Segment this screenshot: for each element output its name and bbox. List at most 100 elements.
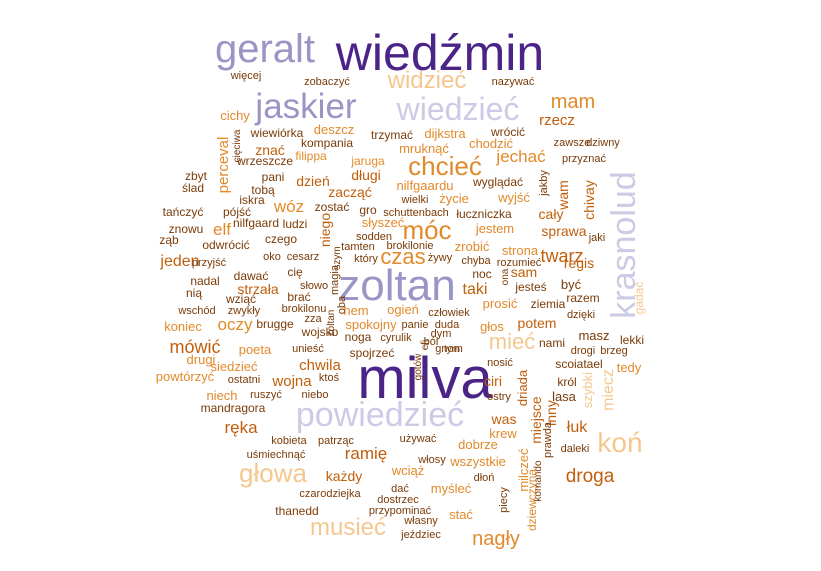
cloud-word: łuk [567,419,588,436]
cloud-word: droga [566,466,615,487]
cloud-word: wóz [273,197,304,216]
cloud-word: razem [566,291,599,305]
cloud-word: wojsko [301,325,339,339]
cloud-word: nadal [190,274,219,288]
cloud-word: przypominać [369,505,432,517]
cloud-word: czarodziejka [299,488,361,500]
cloud-word: trzymać [371,128,413,142]
cloud-word: mieć [489,329,535,354]
cloud-word: daleki [561,443,590,455]
cloud-word: nilfgaardu [396,178,453,193]
cloud-word: zoltan [326,310,337,337]
cloud-word: chyba [461,255,491,267]
cloud-word: kompania [301,136,353,150]
cloud-word: jestem [475,221,514,236]
cloud-word: zrobić [455,239,490,254]
cloud-word: czego [265,232,297,246]
cloud-word: lekki [620,333,644,347]
cloud-word: masz [578,328,609,343]
cloud-word: mandragora [201,401,266,415]
cloud-word: mówić [169,337,220,357]
cloud-word: tobą [251,183,275,197]
cloud-word: siedzieć [211,359,258,374]
cloud-word: kobieta [271,435,307,447]
cloud-word: znowu [169,222,204,236]
cloud-word: zbyt [185,169,208,183]
cloud-word: życie [439,191,469,206]
cloud-word: zoltan [338,261,455,310]
cloud-word: sprawa [541,223,586,239]
cloud-word: przyznać [562,153,607,165]
cloud-word: brokilonie [386,240,433,252]
cloud-word: sodden [356,231,392,243]
cloud-word: niebo [302,389,329,401]
cloud-word: ostry [487,391,511,403]
cloud-word: cięciwa [232,129,243,162]
cloud-word: dostrzec [377,494,419,506]
cloud-word: dawać [234,269,269,283]
cloud-word: hem [343,303,368,318]
cloud-word: schuttenbach [383,207,448,219]
cloud-word: cesarz [287,251,319,263]
cloud-word: pójść [223,205,251,219]
cloud-word: sam [511,264,537,280]
cloud-word: strona [502,243,539,258]
cloud-word: gadać [632,282,646,315]
cloud-word: wyglądać [472,175,523,189]
cloud-word: dym [431,328,452,340]
cloud-word: brać [287,290,310,304]
cloud-word: elf [213,220,231,239]
cloud-word: wrzeszcze [236,154,293,168]
cloud-word: twarz [540,246,583,266]
cloud-word: jaruga [350,154,385,168]
cloud-word: szym [332,246,343,269]
cloud-word: musieć [310,514,386,541]
cloud-word: cię [287,265,303,279]
cloud-word: spokojny [345,317,397,332]
cloud-word: nią [186,286,202,300]
cloud-word: wziąć [225,292,256,306]
cloud-word: który [354,253,378,265]
cloud-word: magia [329,264,341,295]
cloud-word: ona [500,268,511,285]
cloud-word: lasa [552,389,577,404]
cloud-word: regis [564,255,594,271]
cloud-word: jeździec [400,529,441,541]
cloud-word: geralt [215,27,315,71]
cloud-word: jechać [495,147,546,166]
cloud-word: dłoń [474,472,495,484]
cloud-word: ogień [387,302,419,317]
cloud-word: scoiatael [555,357,602,371]
cloud-word: nami [539,336,565,350]
cloud-word: jaki [588,232,606,244]
cloud-word: jakby [538,170,550,197]
cloud-word: miecz [600,369,617,411]
cloud-word: ramię [345,444,388,463]
cloud-word: niech [206,388,237,403]
cloud-word: prosić [483,296,518,311]
cloud-word: nilfgaard [233,216,279,230]
cloud-word: potem [518,315,557,331]
cloud-word: gotów [413,353,424,380]
cloud-word: znać [255,142,285,158]
cloud-word: inny [543,400,559,426]
cloud-word: wam [555,180,571,211]
cloud-word: efi [420,340,431,351]
cloud-word: brokilonu [282,303,327,315]
cloud-word: gnom [435,343,463,355]
cloud-word: przyjść [192,257,227,269]
cloud-word: myśleć [431,481,472,496]
cloud-word: móc [402,215,451,245]
cloud-word: wschód [177,305,215,317]
cloud-word: cichy [220,108,250,123]
cloud-word: drugi [187,352,216,367]
cloud-word: oko [263,251,281,263]
cloud-word: łuczniczka [456,207,512,221]
cloud-word: szybki [580,372,595,408]
cloud-word: rzecz [539,112,575,129]
cloud-word: widzieć [387,67,467,94]
cloud-word: dziwny [586,137,620,149]
cloud-word: niego [317,213,333,247]
cloud-word: wojna [271,373,312,390]
cloud-word: tym [444,344,460,355]
